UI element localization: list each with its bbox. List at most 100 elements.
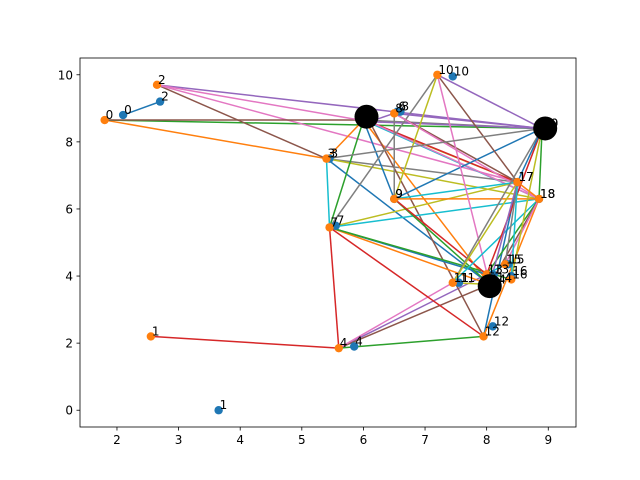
x-tick-label-2: 2 (113, 433, 121, 447)
y-tick-label-4: 4 (65, 270, 73, 284)
edge-o18-o19 (538, 128, 543, 199)
blue-node-label-16: 16 (512, 264, 527, 278)
blue-node-label-1: 1 (220, 398, 228, 412)
x-tick-label-9: 9 (544, 433, 552, 447)
orange-point-4 (334, 343, 343, 353)
orange-point-10 (433, 70, 442, 79)
orange-node-label-6: 6 (371, 110, 379, 124)
orange-node-label-0: 0 (106, 108, 114, 122)
orange-point-17 (513, 177, 522, 187)
edge-o6-o12 (368, 121, 485, 337)
x-tick-label-7: 7 (421, 433, 429, 447)
y-tick-label-0: 0 (65, 404, 73, 418)
orange-node-label-10: 10 (438, 63, 453, 77)
edge-o7-o12 (329, 226, 485, 338)
orange-node-label-5: 5 (364, 108, 372, 122)
blue-node-label-2: 2 (161, 90, 169, 104)
plot-frame (79, 57, 577, 428)
orange-node-label-14: 14 (491, 272, 506, 286)
orange-node-label-17: 17 (518, 170, 533, 184)
edge-o3-o5 (325, 119, 364, 160)
blue-node-label-7: 7 (337, 214, 345, 228)
edge-b0-b2 (122, 100, 161, 116)
orange-point-2 (152, 80, 162, 90)
edge-o7-o17 (329, 181, 518, 229)
edge-o2-o17 (156, 84, 518, 183)
highlight-node-5 (354, 104, 379, 129)
edge-o9-o19 (393, 127, 543, 200)
blue-point-12 (488, 322, 498, 331)
orange-point-15 (500, 260, 510, 269)
blue-node-label-5: 5 (368, 108, 376, 122)
edge-o16-o19 (510, 128, 543, 280)
blue-point-2 (155, 97, 165, 106)
blue-node-label-12: 12 (494, 314, 509, 328)
orange-node-label-16: 16 (512, 267, 527, 281)
edge-o16-o17 (510, 182, 519, 280)
edge-o6-o19 (369, 120, 543, 130)
blue-point-11 (454, 278, 464, 287)
blue-node-label-11: 11 (460, 271, 475, 285)
y-tick-label-10: 10 (58, 68, 73, 82)
node-labels-layer: 0123456789101112131415161718190123456789… (106, 63, 559, 412)
blue-point-1 (214, 406, 223, 415)
blue-node-label-10: 10 (454, 64, 469, 78)
edge-o10-o14 (436, 74, 491, 285)
blue-node-label-3: 3 (331, 147, 339, 161)
edge-o11-o17 (452, 181, 519, 284)
orange-node-label-13: 13 (488, 262, 503, 276)
edge-o5-o7 (328, 119, 365, 228)
orange-node-label-18: 18 (540, 187, 555, 201)
edge-o9-o14 (393, 198, 491, 285)
blue-node-label-4: 4 (355, 334, 363, 348)
y-tick-label-2: 2 (65, 337, 73, 351)
edge-o3-o18 (326, 157, 540, 200)
x-tick-label-4: 4 (236, 433, 244, 447)
y-tick-label-8: 8 (65, 135, 73, 149)
orange-point-3 (322, 154, 331, 163)
points-layer (100, 70, 558, 415)
edge-o9-o13 (393, 198, 488, 275)
orange-point-1 (146, 332, 156, 341)
edge-o3-o19 (326, 127, 543, 160)
edges-layer (104, 74, 543, 349)
orange-node-label-12: 12 (485, 324, 500, 338)
edge-o15-o17 (504, 182, 519, 265)
orange-point-0 (100, 115, 109, 125)
orange-node-label-3: 3 (327, 147, 335, 161)
orange-point-16 (507, 275, 516, 284)
orange-node-label-8: 8 (395, 101, 403, 115)
highlight-node-19 (533, 116, 558, 141)
blue-node-label-6: 6 (398, 100, 406, 114)
blue-node-label-19: 19 (543, 116, 558, 130)
x-tick-label-6: 6 (360, 433, 368, 447)
blue-node-label-13: 13 (494, 262, 509, 276)
blue-node-label-9: 9 (395, 187, 403, 201)
orange-node-label-19: 19 (543, 116, 558, 130)
orange-node-label-1: 1 (152, 324, 160, 338)
edge-o2-o6 (156, 84, 370, 123)
orange-point-11 (448, 278, 457, 287)
blue-node-label-18: 18 (540, 187, 555, 201)
orange-point-9 (390, 194, 399, 204)
orange-node-label-7: 7 (331, 215, 339, 229)
edge-o14-o17 (489, 181, 519, 285)
edge-o2-o3 (156, 84, 327, 160)
x-axis: 2 3 4 5 6 7 8 9 (113, 427, 552, 447)
y-tick-label-6: 6 (65, 202, 73, 216)
blue-node-label-15: 15 (509, 252, 524, 266)
x-tick-label-8: 8 (483, 433, 491, 447)
edge-o4-o7 (328, 227, 340, 349)
edge-o1-o4 (150, 335, 339, 349)
y-axis: 0 2 4 6 8 10 (58, 68, 80, 418)
orange-node-label-9: 9 (395, 187, 403, 201)
blue-node-label-17: 17 (518, 170, 533, 184)
highlight-node-14 (477, 274, 502, 299)
orange-point-12 (479, 332, 488, 341)
x-tick-label-3: 3 (175, 433, 183, 447)
blue-point-4 (349, 342, 359, 351)
edge-o15-o18 (504, 198, 540, 265)
edge-o10-o19 (437, 74, 543, 130)
